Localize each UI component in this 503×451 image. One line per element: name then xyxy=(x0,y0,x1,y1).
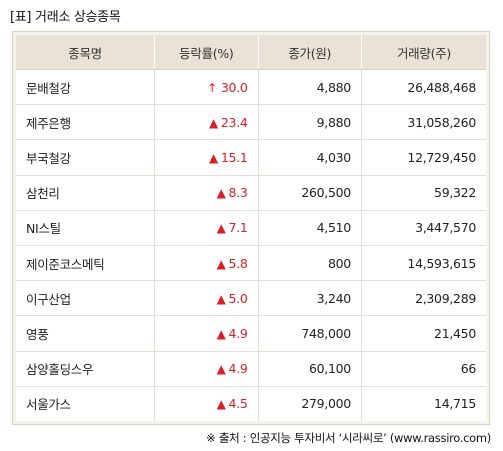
table-row: 이구산업 ▲ 5.0 3,240 2,309,289 xyxy=(16,280,486,317)
stock-name: 서울가스 xyxy=(16,386,156,421)
triangle-up-icon: ▲ xyxy=(208,150,218,165)
stock-name: 문배철강 xyxy=(16,69,156,106)
change-rate: ▲ 4.5 xyxy=(154,386,259,421)
table-row: 서울가스 ▲ 4.5 279,000 14,715 xyxy=(16,386,486,421)
change-value: 5.8 xyxy=(228,255,248,271)
change-rate: ▲ 4.9 xyxy=(154,351,259,387)
source-note: ※ 출처 : 인공지능 투자비서 ‘시라씨로’ (www.rassiro.com… xyxy=(206,431,491,445)
closing-price: 800 xyxy=(258,245,362,282)
stock-name: 제이준코스메틱 xyxy=(16,245,156,282)
change-rate: ▲ 7.1 xyxy=(154,210,259,246)
arrow-up-icon: ↑ xyxy=(207,80,217,95)
trade-volume: 26,488,468 xyxy=(361,69,486,106)
table-header-row: 종목명 등락률(%) 종가(원) 거래량(주) xyxy=(16,35,486,70)
table-row: 제주은행 ▲ 23.4 9,880 31,058,260 xyxy=(16,104,486,141)
column-header-volume: 거래량(주) xyxy=(361,35,486,70)
closing-price: 4,030 xyxy=(258,139,362,176)
trade-volume: 66 xyxy=(361,351,486,387)
table-row: 삼천리 ▲ 8.3 260,500 59,322 xyxy=(16,175,486,211)
change-rate: ▲ 8.3 xyxy=(154,175,259,211)
change-value: 4.9 xyxy=(228,361,248,377)
trade-volume: 14,715 xyxy=(361,386,486,421)
stock-name: 이구산업 xyxy=(16,280,156,317)
trade-volume: 3,447,570 xyxy=(361,210,486,246)
table-row: 영풍 ▲ 4.9 748,000 21,450 xyxy=(16,315,486,352)
change-rate: ▲ 5.0 xyxy=(154,280,259,317)
stock-name: 삼천리 xyxy=(16,175,156,211)
rising-stocks-table: 종목명 등락률(%) 종가(원) 거래량(주) 문배철강 ↑ 30.0 4,880… xyxy=(16,35,486,421)
trade-volume: 12,729,450 xyxy=(361,139,486,176)
closing-price: 60,100 xyxy=(258,351,362,387)
stock-name: 영풍 xyxy=(16,315,156,352)
table-row: 부국철강 ▲ 15.1 4,030 12,729,450 xyxy=(16,139,486,176)
closing-price: 748,000 xyxy=(258,315,362,352)
change-value: 7.1 xyxy=(228,220,248,236)
change-value: 23.4 xyxy=(220,114,248,130)
column-header-name: 종목명 xyxy=(16,35,156,70)
triangle-up-icon: ▲ xyxy=(216,326,226,341)
stock-name: 삼양홀딩스우 xyxy=(16,351,156,387)
change-value: 8.3 xyxy=(228,185,248,201)
closing-price: 3,240 xyxy=(258,280,362,317)
trade-volume: 31,058,260 xyxy=(361,104,486,141)
change-rate: ↑ 30.0 xyxy=(154,69,259,106)
change-value: 4.5 xyxy=(228,396,248,412)
table-row: 제이준코스메틱 ▲ 5.8 800 14,593,615 xyxy=(16,245,486,282)
closing-price: 9,880 xyxy=(258,104,362,141)
trade-volume: 59,322 xyxy=(361,175,486,211)
table-row: 삼양홀딩스우 ▲ 4.9 60,100 66 xyxy=(16,351,486,387)
trade-volume: 2,309,289 xyxy=(361,280,486,317)
triangle-up-icon: ▲ xyxy=(208,115,218,130)
triangle-up-icon: ▲ xyxy=(216,291,226,306)
closing-price: 4,510 xyxy=(258,210,362,246)
table-row: 문배철강 ↑ 30.0 4,880 26,488,468 xyxy=(16,69,486,106)
stock-table-frame: 종목명 등락률(%) 종가(원) 거래량(주) 문배철강 ↑ 30.0 4,880… xyxy=(12,31,490,425)
triangle-up-icon: ▲ xyxy=(216,256,226,271)
stock-name: 부국철강 xyxy=(16,139,156,176)
trade-volume: 21,450 xyxy=(361,315,486,352)
page-title: [표] 거래소 상승종목 xyxy=(10,10,121,25)
change-value: 15.1 xyxy=(220,149,248,165)
change-value: 4.9 xyxy=(228,325,248,341)
change-rate: ▲ 15.1 xyxy=(154,139,259,176)
closing-price: 4,880 xyxy=(258,69,362,106)
stock-name: NI스틸 xyxy=(16,210,156,246)
column-header-price: 종가(원) xyxy=(258,35,362,70)
change-rate: ▲ 4.9 xyxy=(154,315,259,352)
triangle-up-icon: ▲ xyxy=(216,362,226,377)
triangle-up-icon: ▲ xyxy=(216,397,226,412)
change-value: 5.0 xyxy=(228,290,248,306)
change-rate: ▲ 23.4 xyxy=(154,104,259,141)
closing-price: 260,500 xyxy=(258,175,362,211)
triangle-up-icon: ▲ xyxy=(216,221,226,236)
closing-price: 279,000 xyxy=(258,386,362,421)
triangle-up-icon: ▲ xyxy=(216,186,226,201)
table-row: NI스틸 ▲ 7.1 4,510 3,447,570 xyxy=(16,210,486,246)
stock-name: 제주은행 xyxy=(16,104,156,141)
column-header-change: 등락률(%) xyxy=(154,35,259,70)
table-body: 문배철강 ↑ 30.0 4,880 26,488,468 제주은행 ▲ 23.4 9… xyxy=(16,69,486,421)
change-rate: ▲ 5.8 xyxy=(154,245,259,282)
change-value: 30.0 xyxy=(220,79,248,95)
trade-volume: 14,593,615 xyxy=(361,245,486,282)
